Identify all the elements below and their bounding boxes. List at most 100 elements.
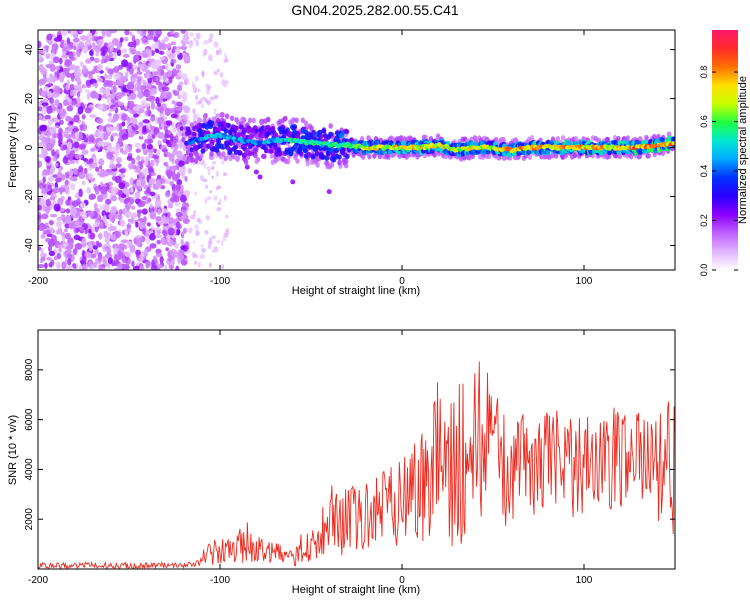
spectrogram-noise-cell [136, 179, 142, 187]
spectrogram-noise-cell [44, 114, 51, 120]
spectrogram-noise-cell [69, 90, 74, 97]
spectrogram-ridge-cell [260, 129, 266, 135]
spectrogram-ridge-cell [209, 120, 215, 126]
spectrogram-ridge-cell [305, 160, 310, 167]
spectrogram-noise-cell [57, 197, 64, 206]
spectrogram-ridge-cell [200, 148, 206, 154]
spectrogram-noise-cell [138, 92, 143, 100]
spectrogram-noise-cell [222, 235, 227, 242]
spectrogram-noise-cell [94, 186, 100, 195]
spectrogram-noise-cell [66, 105, 74, 112]
spectrogram-ridge-cell [247, 117, 253, 124]
spectrogram-noise-cell [110, 126, 117, 131]
spectrogram-noise-cell [54, 86, 61, 94]
spectrogram-noise-cell [192, 84, 196, 89]
spectrogram-noise-cell [48, 176, 54, 182]
colorbar [712, 30, 738, 270]
spectrogram-ridge-cell [572, 152, 578, 159]
spectrogram-noise-cell [112, 52, 117, 60]
spectrogram-frame [37, 29, 676, 271]
spectrogram-noise-cell [94, 225, 99, 233]
spectrogram-noise-cell [45, 198, 51, 207]
spectrogram-noise-cell [141, 195, 148, 201]
spectrogram-noise-cell [47, 117, 53, 126]
spectrogram-noise-cell [205, 87, 211, 95]
spectrogram-ridge-cell [214, 147, 220, 153]
spectrogram-noise-cell [82, 64, 87, 74]
spectrogram-ridge-cell [209, 139, 215, 145]
spectrogram-noise-cell [38, 141, 46, 148]
spectrogram-noise-cell [187, 168, 192, 174]
spectrogram-noise-cell [61, 54, 69, 59]
spectrogram-noise-cell [89, 50, 93, 56]
spectrogram-noise-cell [49, 226, 54, 234]
spectrogram-noise-cell [49, 213, 58, 218]
spectrogram-ridge-cell [326, 189, 332, 195]
spectrogram-noise-cell [79, 124, 83, 132]
spectrogram-noise-cell [165, 247, 169, 252]
spectrogram-noise-cell [176, 123, 183, 128]
spectrogram-noise-cell [88, 244, 93, 252]
spectrogram-ridge-cell [204, 124, 210, 130]
spectrogram-noise-cell [200, 244, 204, 248]
spectrogram-noise-cell [49, 126, 57, 135]
spectrogram-noise-cell [109, 225, 117, 232]
spectrogram-noise-cell [192, 108, 196, 114]
spectrogram-ridge-cell [189, 122, 195, 128]
spectrogram-noise-cell [217, 201, 221, 206]
spectrogram-noise-cell [51, 149, 56, 157]
spectrogram-noise-cell [178, 253, 185, 260]
spectrogram-noise-cell [93, 132, 99, 137]
spectrogram-noise-cell [222, 172, 228, 176]
spectrogram-noise-cell [98, 221, 104, 230]
spectrogram-noise-cell [168, 108, 174, 114]
spectrogram-ridge-cell [605, 136, 610, 143]
spectrogram-noise-cell [132, 265, 141, 270]
spectrogram-noise-cell [122, 53, 130, 58]
spectrogram-noise-cell [92, 82, 99, 88]
spectrogram-noise-cell [142, 79, 147, 85]
spectrogram-noise-cell [71, 200, 80, 207]
spectrogram-noise-cell [183, 105, 191, 114]
spectrogram-x-axis-label: Height of straight line (km) [292, 285, 420, 297]
spectrogram-ridge-cell [295, 130, 301, 137]
spectrogram-noise-cell [74, 221, 80, 229]
spectrogram-noise-cell [204, 83, 210, 87]
spectrogram-noise-cell [87, 210, 95, 218]
spectrogram-noise-cell [128, 100, 135, 109]
spectrogram-noise-cell [67, 196, 72, 201]
spectrogram-noise-cell [171, 173, 179, 181]
spectrogram-noise-cell [69, 175, 77, 182]
spectrogram-noise-cell [224, 52, 227, 58]
spectrogram-noise-cell [168, 52, 175, 60]
spectrogram-noise-cell [72, 45, 77, 51]
spectrogram-noise-cell [201, 72, 205, 78]
spectrogram-noise-cell [149, 191, 156, 197]
spectrogram-noise-cell [104, 236, 111, 244]
spectrogram-y-tick-label: -40 [24, 238, 35, 253]
spectrogram-ridge-cell [317, 129, 323, 135]
spectrogram-ridge-cell [237, 150, 243, 156]
snr-y-axis-label: SNR (10 * v/v) [7, 415, 19, 485]
spectrogram-noise-cell [182, 113, 188, 121]
spectrogram-noise-cell [220, 240, 224, 247]
spectrogram-noise-cell [51, 47, 56, 54]
spectrogram-noise-cell [100, 186, 108, 195]
spectrogram-noise-cell [97, 103, 104, 111]
spectrogram-noise-cell [142, 119, 150, 124]
spectrogram-noise-cell [141, 50, 147, 58]
spectrogram-noise-cell [147, 109, 152, 117]
spectrogram-noise-cell [98, 165, 103, 170]
spectrogram-noise-cell [141, 143, 147, 150]
spectrogram-noise-cell [164, 79, 170, 84]
spectrogram-noise-cell [96, 63, 103, 72]
spectrogram-noise-cell [155, 30, 162, 37]
spectrogram-noise-cell [88, 193, 97, 200]
spectrogram-noise-cell [73, 234, 81, 241]
spectrogram-noise-cell [213, 108, 217, 115]
spectrogram-noise-cell [175, 183, 181, 191]
spectrogram-noise-cell [60, 214, 64, 221]
spectrogram-noise-cell [171, 259, 176, 266]
spectrogram-noise-cell [149, 211, 157, 220]
spectrogram-noise-cell [89, 162, 98, 169]
